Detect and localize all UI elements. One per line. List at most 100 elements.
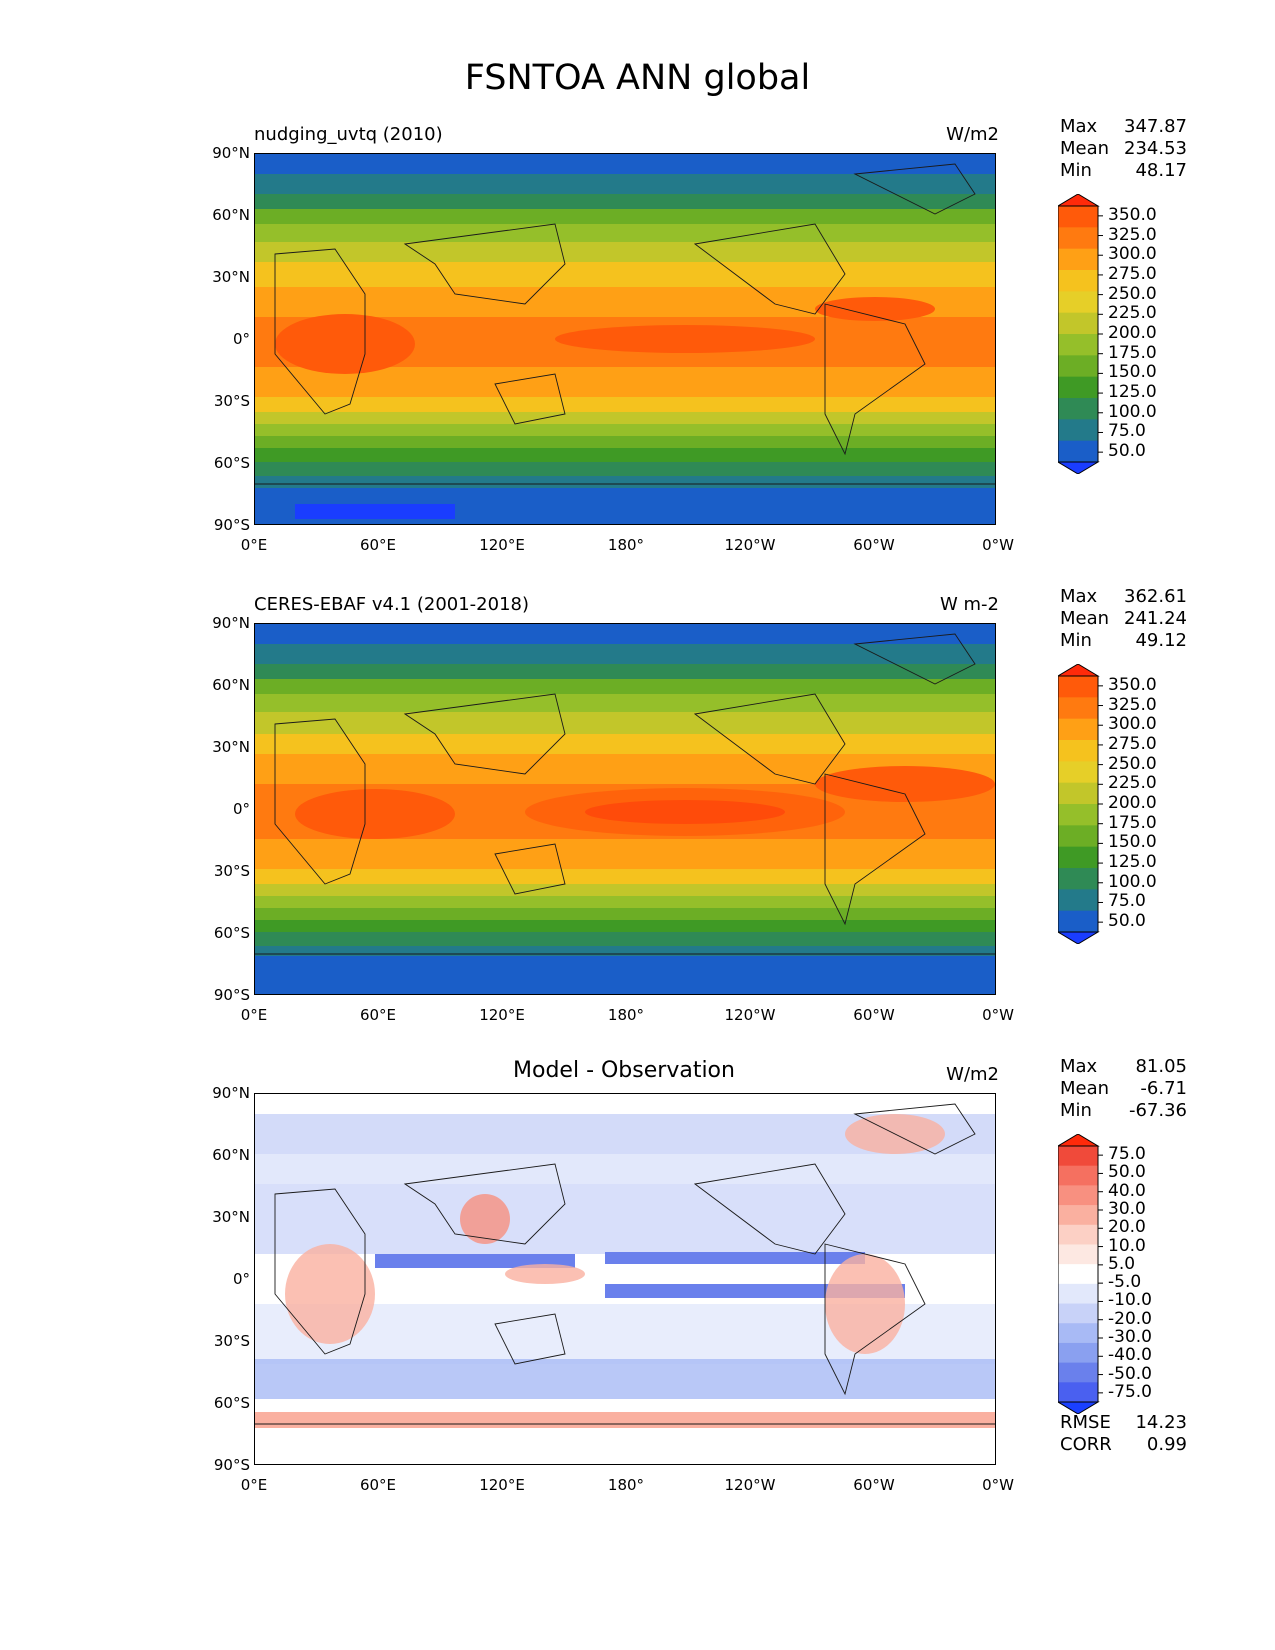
colorbar-segment	[1058, 676, 1098, 698]
max-value: 81.05	[1135, 1056, 1187, 1077]
lat-label: 0°	[232, 1270, 250, 1288]
lat-label: 30°N	[212, 1208, 250, 1226]
colorbar-segment	[1058, 1323, 1098, 1344]
colorbar-segment	[1058, 1146, 1098, 1167]
lon-label: 180°	[607, 1476, 645, 1494]
colorbar-label: 10.0	[1108, 1235, 1146, 1256]
colorbar-label: 150.0	[1108, 832, 1157, 853]
panel-name: nudging_uvtq (2010)	[254, 124, 443, 145]
colorbar-label: 50.0	[1108, 911, 1146, 932]
colorbar-segment	[1058, 910, 1098, 933]
colorbar-segment	[1058, 355, 1098, 378]
max-value: 362.61	[1124, 586, 1187, 607]
lon-label: 120°E	[479, 536, 525, 554]
lon-label: 120°W	[724, 536, 776, 554]
map-model	[254, 153, 996, 525]
colorbar-segment	[1058, 1264, 1098, 1285]
figure-title: FSNTOA ANN global	[464, 58, 811, 98]
min-value: 48.17	[1135, 160, 1187, 181]
colorbar-segment	[1058, 1165, 1098, 1186]
min-value: 49.12	[1135, 630, 1187, 651]
rmse-value: 14.23	[1135, 1412, 1187, 1433]
lon-label: 120°E	[479, 1006, 525, 1024]
colorbar-segment	[1058, 889, 1098, 912]
lon-label: 60°E	[359, 1006, 397, 1024]
colorbar-segment	[1058, 419, 1098, 442]
colorbar-label: 5.0	[1108, 1253, 1136, 1274]
colorbar-segment	[1058, 782, 1098, 805]
corr-label: CORR	[1060, 1434, 1112, 1455]
lat-label: 30°S	[213, 392, 250, 410]
lat-label: 60°N	[212, 1146, 250, 1164]
colorbar-label: 175.0	[1108, 812, 1157, 833]
stats-box: Max 81.05 Mean -6.71 Min -67.36	[1060, 1056, 1187, 1122]
lon-label: 120°W	[724, 1476, 776, 1494]
colorbar-segment	[1058, 804, 1098, 826]
lat-label: 90°S	[213, 516, 250, 534]
panel-name: CERES-EBAF v4.1 (2001-2018)	[254, 594, 530, 615]
lat-label: 90°N	[212, 1084, 250, 1102]
colorbar-segment	[1058, 227, 1098, 250]
panel-observation: CERES-EBAF v4.1 (2001-2018) W m-2 Max 362…	[0, 470, 1275, 1024]
colorbar-label: 325.0	[1108, 224, 1157, 245]
min-label: Min	[1060, 160, 1092, 181]
stats-box: Max 362.61 Mean 241.24 Min 49.12	[1060, 586, 1187, 652]
lon-label: 0°W	[982, 536, 1014, 554]
lon-label: 180°	[607, 536, 645, 554]
colorbar-label: -5.0	[1108, 1272, 1142, 1293]
colorbar-label: 200.0	[1108, 323, 1157, 343]
colorbar-segment	[1058, 761, 1098, 784]
colorbar-segment	[1058, 291, 1098, 314]
colorbar-segment	[1058, 312, 1098, 335]
lat-label: 60°S	[213, 454, 250, 472]
colorbar-label: 175.0	[1108, 342, 1157, 363]
lon-label: 0°E	[240, 1006, 268, 1024]
panel-model: nudging_uvtq (2010) W/m2 Max 347.87 Mean 2…	[0, 0, 1275, 554]
colorbar-segment	[1058, 1244, 1098, 1265]
colorbar-label: 225.0	[1108, 303, 1157, 324]
mean-value: -6.71	[1140, 1078, 1187, 1099]
colorbar-border	[1057, 1145, 1099, 1403]
lon-label: 0°E	[240, 536, 268, 554]
colorbar-label: 75.0	[1108, 891, 1146, 912]
panel-units: W/m2	[946, 124, 999, 145]
panel-difference: Model - Observation W/m2 Max 81.05 Mean -6…	[0, 940, 1275, 1494]
colorbar-label: 30.0	[1108, 1199, 1146, 1219]
colorbar-segment	[1058, 718, 1098, 741]
colorbar-graphic	[1056, 1133, 1103, 1415]
colorbar-segment	[1058, 376, 1098, 399]
colorbar-label: -30.0	[1108, 1327, 1152, 1347]
colorbar-label: 50.0	[1108, 1162, 1146, 1183]
panel-units: W m-2	[939, 594, 999, 615]
colorbar-label: -20.0	[1108, 1308, 1152, 1329]
lat-label: 90°N	[212, 614, 250, 632]
colorbar-label: 300.0	[1108, 714, 1157, 735]
colorbar-label: 50.0	[1108, 441, 1146, 462]
lat-label: 60°N	[212, 676, 250, 694]
lon-label: 180°	[607, 1006, 645, 1024]
min-value: -67.36	[1128, 1100, 1187, 1121]
colorbar-label: 325.0	[1108, 694, 1157, 715]
colorbar-segment	[1058, 1205, 1098, 1226]
lon-label: 60°E	[359, 1476, 397, 1494]
colorbar-segment	[1058, 1382, 1098, 1403]
lon-label: 60°W	[853, 536, 895, 554]
rmse-label: RMSE	[1060, 1412, 1111, 1433]
map-difference	[254, 1093, 996, 1465]
colorbar-segment	[1058, 206, 1098, 228]
mean-value: 241.24	[1124, 608, 1187, 629]
corr-value: 0.99	[1146, 1434, 1187, 1455]
colorbar-segment	[1058, 825, 1098, 848]
lat-label: 30°S	[213, 1332, 250, 1350]
metrics-box: RMSE 14.23 CORR 0.99	[1060, 1412, 1187, 1456]
colorbar-segment	[1058, 1303, 1098, 1324]
lat-label: 30°N	[212, 268, 250, 286]
colorbar-label: 100.0	[1108, 871, 1157, 892]
panel-units: W/m2	[946, 1064, 999, 1085]
mean-value: 234.53	[1124, 138, 1187, 159]
lat-label: 30°S	[213, 862, 250, 880]
max-label: Max	[1060, 1056, 1098, 1077]
lat-label: 0°	[232, 800, 250, 818]
colorbar-segment	[1058, 1283, 1098, 1305]
colorbar-label: 75.0	[1108, 421, 1146, 442]
